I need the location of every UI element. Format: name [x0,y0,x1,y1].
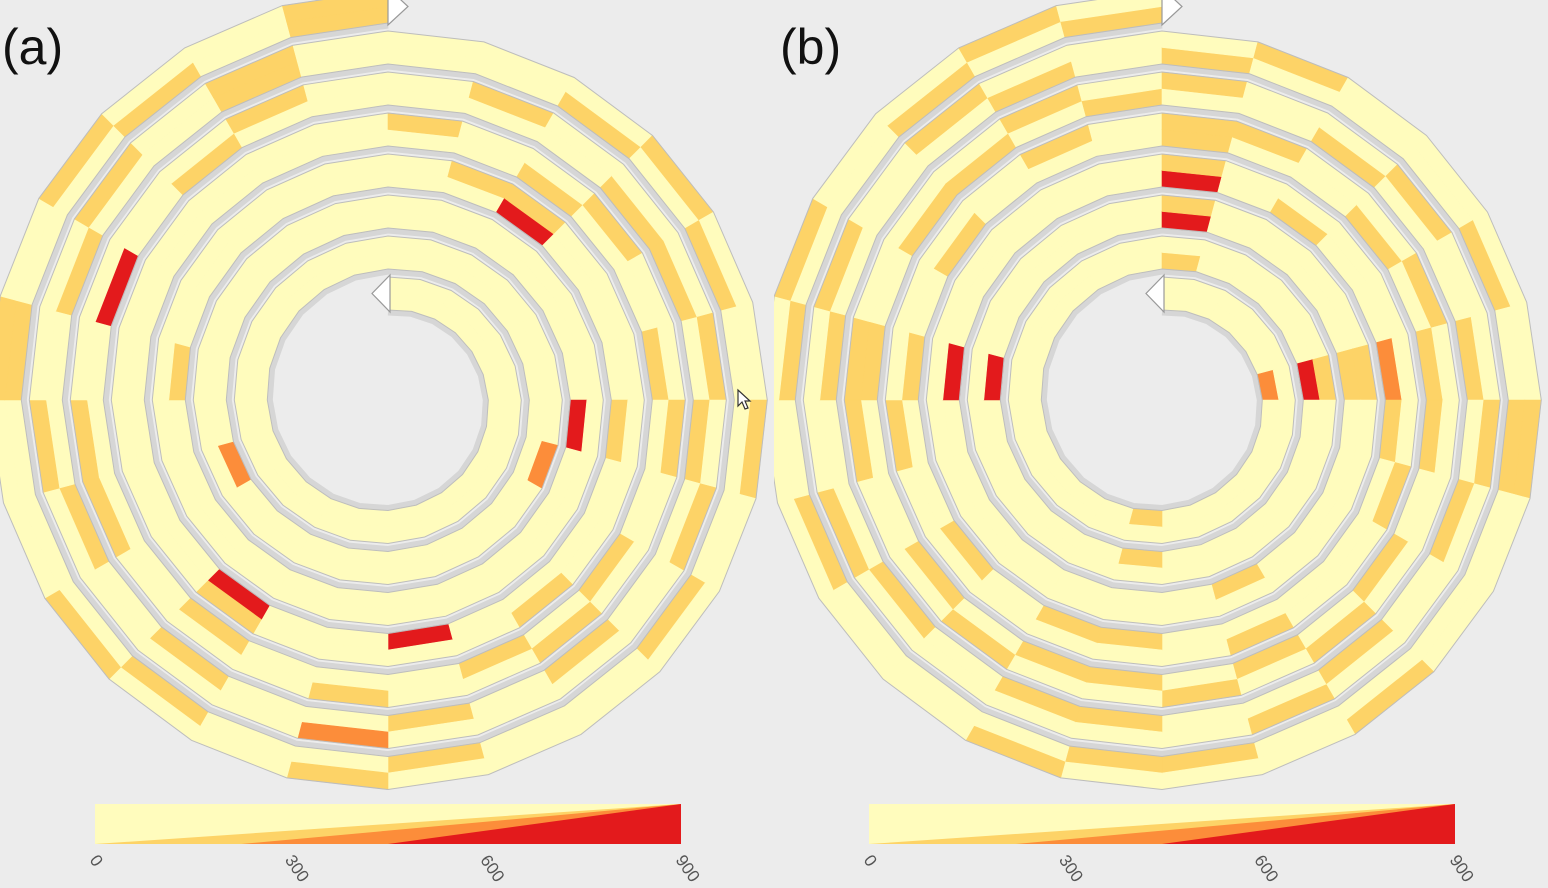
spiral-cell [1260,399,1280,432]
panel-label-a: (a) [2,19,64,75]
panel-label-b: (b) [780,19,842,75]
spiral-outline-outer [774,0,1542,790]
spiral-chart-panel-a: (a) 0 300 600 900 [0,0,768,886]
legend-tick-label: 600 [1250,851,1282,885]
spiral-cell [1315,399,1337,446]
color-legend-a: 0 300 600 900 [86,804,704,886]
legend-tick-label: 600 [476,851,508,885]
spiral-cell [774,399,794,504]
spiral-chart-a [0,0,768,790]
legend-tick-label: 900 [1446,851,1478,885]
spiral-end-arrow-icon [1161,0,1183,27]
spiral-cell [387,276,421,296]
spiral-cell [1161,276,1195,296]
legend-wedge [1162,804,1455,844]
spiral-start-arrow-icon [1145,273,1165,314]
legend-wedge [388,804,681,844]
spiral-track [19,21,736,759]
legend-tick-label: 900 [672,851,704,885]
spiral-chart-panel-b: (b) 0 300 600 900 [774,0,1548,888]
spiral-cell [1128,508,1163,528]
legend-tick-label: 0 [860,851,881,870]
spiral-cell [0,399,20,504]
legend-tick-label: 0 [86,851,107,870]
spiral-track [793,21,1510,759]
legend-tick-label: 300 [281,851,313,885]
spiral-cell [354,508,389,528]
spiral-cell [541,399,563,446]
spiral-cell [1161,293,1191,312]
spiral-outline-outer [0,0,768,790]
spiral-cell [486,399,506,432]
color-legend-b: 0 300 600 900 [860,804,1478,886]
spiral-cell [281,0,389,22]
mouse-cursor-icon [737,388,752,410]
spiral-start-arrow-icon [371,273,391,314]
legend-tick-label: 300 [1055,851,1087,885]
spiral-outline-inner [794,22,1509,758]
spiral-cell [1055,0,1163,22]
spiral-cell [387,293,417,312]
spiral-chart-b [774,0,1542,790]
spiral-end-arrow-icon [387,0,409,27]
spiral-outline-inner [20,22,735,758]
